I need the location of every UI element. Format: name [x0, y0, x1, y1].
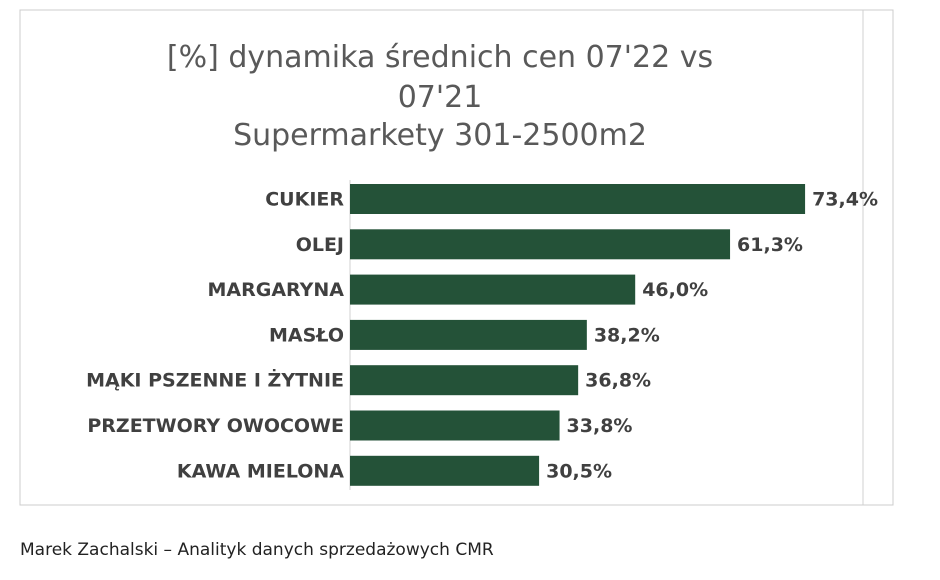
chart-title: [%] dynamika średnich cen 07'22 vs 07'21: [166, 40, 714, 115]
bar: [350, 410, 560, 441]
value-label: 36,8%: [585, 370, 651, 392]
value-label: 61,3%: [737, 234, 803, 256]
category-label: PRZETWORY OWOCOWE: [87, 415, 344, 437]
value-label: 33,8%: [567, 415, 633, 437]
category-label: MARGARYNA: [208, 279, 345, 301]
category-label: CUKIER: [265, 189, 344, 211]
category-label: MĄKI PSZENNE I ŻYTNIE: [86, 368, 344, 392]
value-label: 30,5%: [546, 460, 612, 482]
bar: [350, 365, 579, 396]
bar: [350, 455, 540, 486]
category-label: KAWA MIELONA: [177, 460, 344, 482]
footer: Marek Zachalski – Analityk danych sprzed…: [20, 540, 494, 560]
bar: [350, 229, 731, 260]
chart-subtitle: Supermarkety 301-2500m2: [233, 118, 647, 153]
value-label: 46,0%: [642, 279, 708, 301]
bar: [350, 274, 636, 305]
chart-frame: [19, 9, 894, 506]
bar: [350, 319, 587, 350]
category-label: OLEJ: [296, 234, 344, 256]
bar: [350, 184, 806, 214]
category-label: MASŁO: [269, 324, 344, 346]
value-label: 38,2%: [594, 324, 660, 346]
value-label: 73,4%: [812, 189, 878, 211]
